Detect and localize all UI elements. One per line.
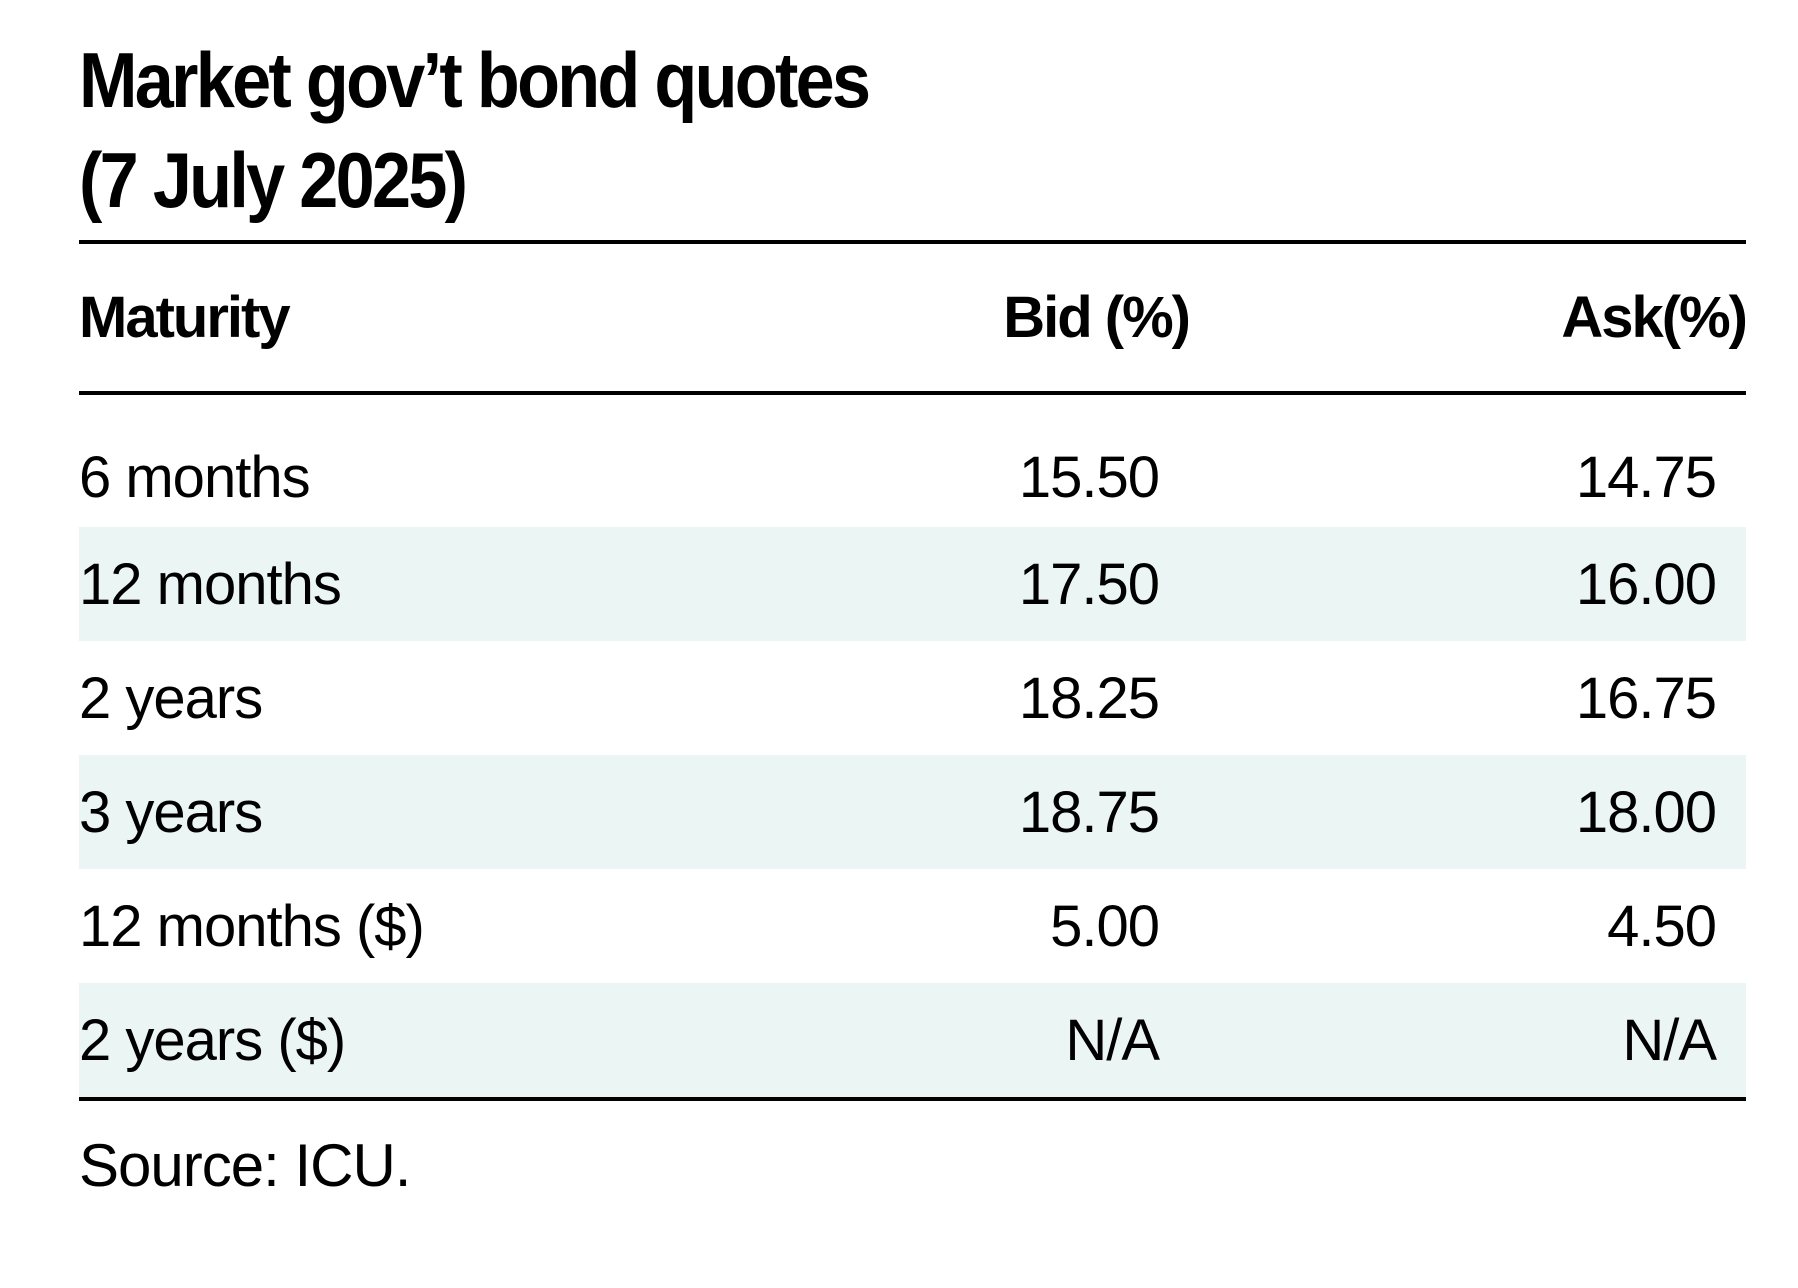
cell-ask: 16.00 bbox=[1575, 551, 1717, 617]
cell-maturity: 12 months ($) bbox=[79, 893, 425, 959]
header-ask: Ask(%) bbox=[1561, 285, 1748, 350]
cell-ask: N/A bbox=[1622, 1007, 1717, 1073]
cell-maturity: 2 years bbox=[79, 665, 263, 731]
table-title: Market gov’t bond quotes (7 July 2025) bbox=[79, 30, 1579, 230]
cell-maturity: 2 years ($) bbox=[79, 1007, 346, 1073]
cell-bid: 17.50 bbox=[1018, 551, 1160, 617]
table-body: 6 months 15.50 14.75 12 months 17.50 16.… bbox=[79, 395, 1746, 1097]
cell-bid: 18.75 bbox=[1018, 779, 1160, 845]
cell-bid: N/A bbox=[1065, 1007, 1160, 1073]
cell-maturity: 6 months bbox=[79, 444, 311, 510]
title-line-2: (7 July 2025) bbox=[79, 136, 468, 224]
cell-bid: 5.00 bbox=[1050, 893, 1160, 959]
table-row: 2 years 18.25 16.75 bbox=[79, 641, 1746, 755]
table-row: 12 months ($) 5.00 4.50 bbox=[79, 869, 1746, 983]
cell-bid: 15.50 bbox=[1018, 444, 1160, 510]
bottom-rule bbox=[79, 1097, 1746, 1101]
cell-bid: 18.25 bbox=[1018, 665, 1160, 731]
table-row: 6 months 15.50 14.75 bbox=[79, 427, 1746, 527]
header-rule bbox=[79, 391, 1746, 395]
cell-ask: 18.00 bbox=[1575, 779, 1717, 845]
table-row: 12 months 17.50 16.00 bbox=[79, 527, 1746, 641]
cell-maturity: 12 months bbox=[79, 551, 342, 617]
table-row: 2 years ($) N/A N/A bbox=[79, 983, 1746, 1097]
header-bid: Bid (%) bbox=[1003, 285, 1191, 350]
header-maturity: Maturity bbox=[79, 285, 291, 350]
cell-ask: 16.75 bbox=[1575, 665, 1717, 731]
title-line-1: Market gov’t bond quotes bbox=[79, 36, 871, 124]
cell-maturity: 3 years bbox=[79, 779, 263, 845]
table-header: Maturity Bid (%) Ask(%) bbox=[79, 244, 1748, 391]
cell-ask: 14.75 bbox=[1575, 444, 1717, 510]
cell-ask: 4.50 bbox=[1607, 893, 1717, 959]
bond-quotes-table: Market gov’t bond quotes (7 July 2025) M… bbox=[79, 30, 1748, 1200]
source-note: Source: ICU. bbox=[79, 1132, 411, 1199]
table-row: 3 years 18.75 18.00 bbox=[79, 755, 1746, 869]
top-rule bbox=[79, 240, 1746, 244]
